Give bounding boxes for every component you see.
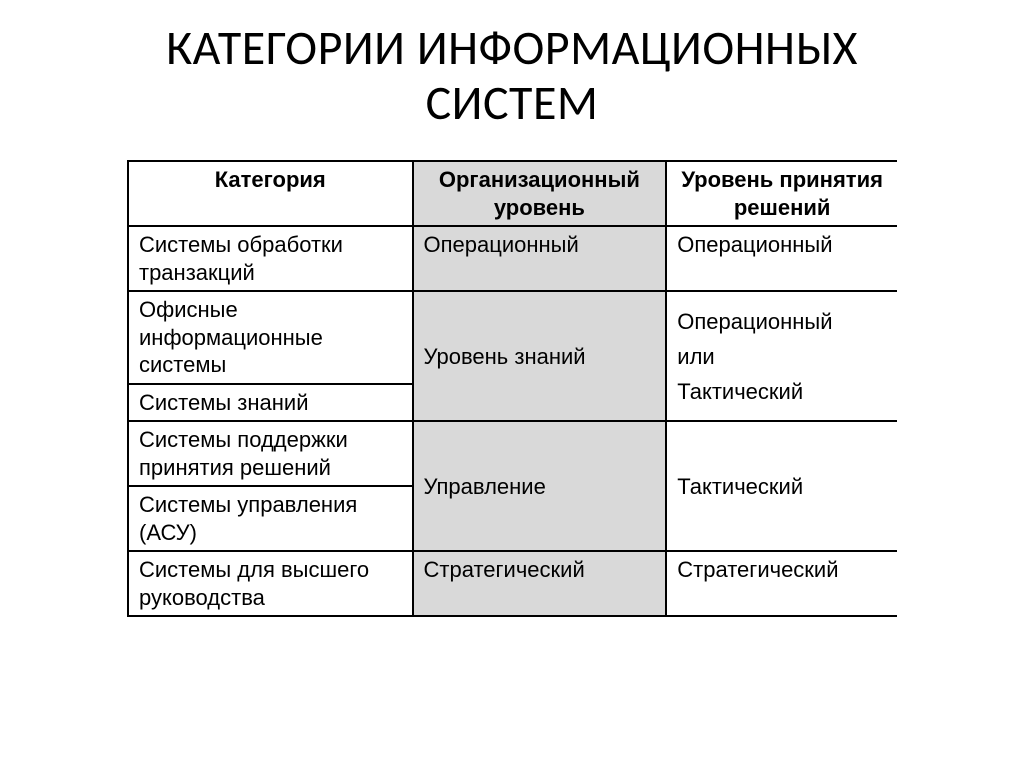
table-row: Офисные информационные системы Уровень з… xyxy=(128,291,897,384)
table-row: Системы поддержки принятия решений Управ… xyxy=(128,421,897,486)
text-line: или xyxy=(677,344,714,369)
slide: КАТЕГОРИИ ИНФОРМАЦИОННЫХ СИСТЕМ Категори… xyxy=(0,0,1024,767)
table-row: Системы обработки транзакций Операционны… xyxy=(128,226,897,291)
table-header-row: Категория Организационный уровень Уровен… xyxy=(128,161,897,226)
table-container: Категория Организационный уровень Уровен… xyxy=(127,160,897,617)
table-row: Системы для высшего руководства Стратеги… xyxy=(128,551,897,616)
cell-org-level: Уровень знаний xyxy=(413,291,667,421)
cell-decision-level: Стратегический xyxy=(666,551,897,616)
header-org-level: Организационный уровень xyxy=(413,161,667,226)
cell-category: Системы поддержки принятия решений xyxy=(128,421,413,486)
cell-decision-level: Операционный или Тактический xyxy=(666,291,897,421)
cell-category: Системы обработки транзакций xyxy=(128,226,413,291)
title-line-2: СИСТЕМ xyxy=(426,73,599,132)
text-line: Операционный xyxy=(677,309,832,334)
cell-category: Системы управления (АСУ) xyxy=(128,486,413,551)
cell-decision-level: Тактический xyxy=(666,421,897,551)
slide-title: КАТЕГОРИИ ИНФОРМАЦИОННЫХ СИСТЕМ xyxy=(40,20,984,130)
cell-category: Системы для высшего руководства xyxy=(128,551,413,616)
cell-org-level: Операционный xyxy=(413,226,667,291)
header-decision-level: Уровень принятия решений xyxy=(666,161,897,226)
text-line: Тактический xyxy=(677,379,803,404)
header-category: Категория xyxy=(128,161,413,226)
cell-category: Офисные информационные системы xyxy=(128,291,413,384)
title-line-1: КАТЕГОРИИ ИНФОРМАЦИОННЫХ xyxy=(166,18,858,77)
categories-table: Категория Организационный уровень Уровен… xyxy=(127,160,897,617)
cell-org-level: Стратегический xyxy=(413,551,667,616)
cell-category: Системы знаний xyxy=(128,384,413,422)
cell-decision-level: Операционный xyxy=(666,226,897,291)
cell-org-level: Управление xyxy=(413,421,667,551)
